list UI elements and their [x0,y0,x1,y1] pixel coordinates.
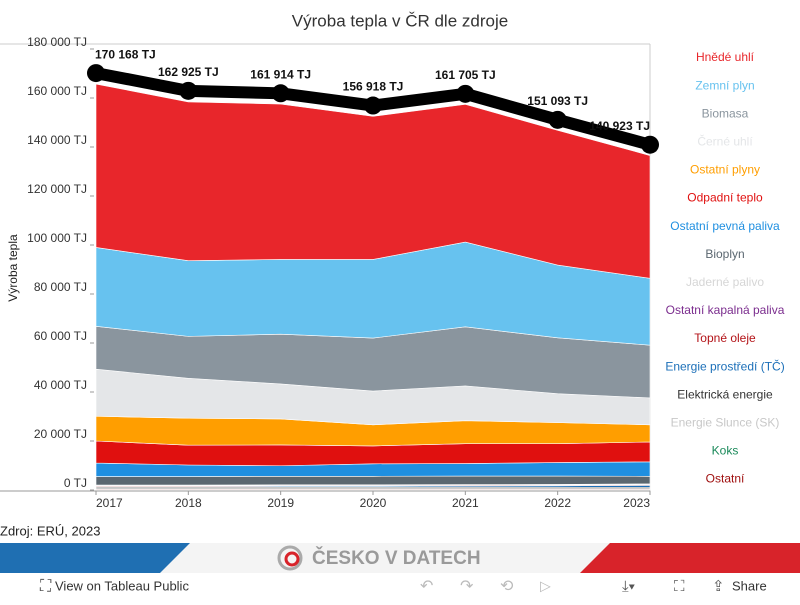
y-tick-label: 120 000 TJ [27,182,87,196]
legend-entry: Ostatní pevná paliva [670,219,780,233]
footer-band: ČESKO V DATECH [0,543,800,573]
y-tick-label: 160 000 TJ [27,84,87,98]
chart-title: Výroba tepla v ČR dle zdroje [292,11,508,30]
legend-entry: Energie prostředí (TČ) [665,358,784,373]
y-tick-label: 100 000 TJ [27,231,87,245]
share-icon[interactable]: ⇪ [712,578,725,595]
y-tick-label: 40 000 TJ [34,378,87,392]
legend-entry: Biomasa [702,106,749,120]
x-tick-label: 2018 [175,496,202,510]
y-tick-label: 60 000 TJ [34,329,87,343]
total-label: 162 925 TJ [158,65,219,79]
legend-entry: Energie Slunce (SK) [671,415,780,429]
toolbar-icon: ⛶ [40,578,52,595]
legend-entry: Hnědé uhlí [696,50,755,64]
band-stripe-blue [0,543,190,573]
x-tick-label: 2020 [360,496,387,510]
total-point [549,111,567,129]
plot-area: 0 TJ 20 000 TJ 40 000 TJ 60 000 TJ 80 000 TJ… [0,35,785,510]
revert-button[interactable]: ⟲ [500,578,514,595]
pause-button[interactable]: ▷ [540,578,551,594]
view-link[interactable]: View on Tableau Public [55,578,189,593]
legend-entry: Jaderné palivo [686,275,764,289]
y-tick-label: 180 000 TJ [27,35,87,49]
legend-entry: Topné oleje [694,331,756,345]
toolbar: ⛶ View on Tableau Public ↶ ↷ ⟲ ▷ ⤓▾ ⛶ ⇪ … [40,578,767,596]
total-label: 161 914 TJ [250,67,311,81]
legend-entry: Černé uhlí [697,133,753,148]
x-tick-label: 2022 [544,496,571,510]
download-button[interactable]: ⤓▾ [622,578,636,595]
undo-button[interactable]: ↶ [420,578,433,595]
total-point [87,64,105,82]
total-label: 170 168 TJ [95,47,156,61]
total-point [456,85,474,103]
y-tick-label: 20 000 TJ [34,427,87,441]
area [96,476,650,485]
x-tick-label: 2023 [623,496,650,510]
y-tick-label: 140 000 TJ [27,133,87,147]
total-label: 156 918 TJ [343,80,404,94]
legend-entry: Ostatní kapalná paliva [666,303,785,317]
legend-entry: Ostatní plyny [690,163,760,177]
legend-entry: Ostatní [706,472,745,486]
total-point [641,136,659,154]
total-label: 161 705 TJ [435,68,496,82]
x-tick-label: 2017 [96,496,123,510]
redo-button[interactable]: ↷ [460,578,474,595]
total-label: 151 093 TJ [527,94,588,108]
legend-entry: Odpadní teplo [687,191,763,205]
share-button[interactable]: Share [732,578,767,593]
x-tick-label: 2021 [452,496,479,510]
total-point [364,97,382,115]
legend-entry: Elektrická energie [677,387,773,401]
total-label: 140 923 TJ [589,119,650,133]
legend-entry: Zemní plyn [695,78,754,92]
y-tick-label: 80 000 TJ [34,280,87,294]
legend-entry: Koks [712,444,739,458]
total-point [179,82,197,100]
source-note: Zdroj: ERÚ, 2023 [0,523,100,538]
fullscreen-button[interactable]: ⛶ [674,578,685,595]
x-tick-label: 2019 [267,496,294,510]
y-axis-label: Výroba tepla [6,234,20,302]
band-stripe-red [580,543,800,573]
total-point [272,84,290,102]
y-tick-label: 0 TJ [64,476,87,490]
legend-entry: Bioplyn [705,247,744,261]
brand-name: ČESKO V DATECH [312,547,481,569]
